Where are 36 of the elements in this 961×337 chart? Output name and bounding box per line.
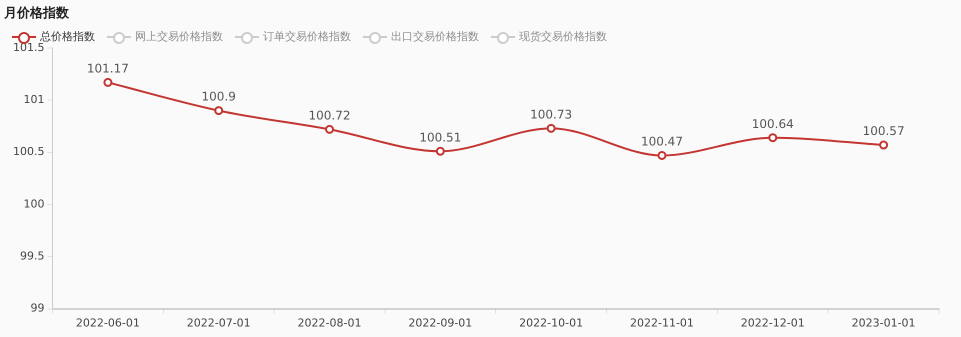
point <box>546 124 556 133</box>
point <box>103 78 112 87</box>
legend-label: 出口交易价格指数 <box>391 29 479 44</box>
y-tick-label: 99 <box>30 302 44 315</box>
x-tick-label: 2022-08-01 <box>298 316 362 330</box>
y-tick-label: 99.5 <box>20 250 44 262</box>
legend-label: 网上交易价格指数 <box>135 29 223 44</box>
point <box>768 133 778 142</box>
point <box>657 150 666 160</box>
data-label: 100.57 <box>862 124 905 138</box>
point <box>879 140 888 150</box>
x-tick-label: 2023-01-01 <box>852 316 916 330</box>
y-tick-label: 101.5 <box>12 40 44 54</box>
point <box>325 124 334 134</box>
legend-label: 总价格指数 <box>40 29 95 43</box>
x-tick-label: 2022-07-01 <box>186 316 251 330</box>
point <box>436 146 445 156</box>
data-label: 100.72 <box>308 108 351 122</box>
data-label: 100.73 <box>530 107 572 122</box>
data-label: 100.47 <box>640 134 683 149</box>
y-tick-label: 101 <box>23 93 44 106</box>
x-tick-label: 2022-09-01 <box>408 316 472 330</box>
x-tick-label: 2022-12-01 <box>740 316 805 330</box>
data-label: 100.51 <box>419 130 462 144</box>
y-tick-label: 100.5 <box>12 145 44 158</box>
point <box>214 106 224 116</box>
y-tick-label: 100 <box>23 197 44 210</box>
chart-title: 月价格指数 <box>4 5 69 22</box>
data-label: 100.64 <box>752 116 794 131</box>
legend-label: 现货交易价格指数 <box>519 29 607 44</box>
legend-label: 订单交易价格指数 <box>263 29 351 44</box>
x-tick-label: 2022-06-01 <box>76 316 140 330</box>
data-label: 101.17 <box>86 62 129 76</box>
x-tick-label: 2022-10-01 <box>519 316 584 330</box>
data-label: 100.9 <box>202 90 236 104</box>
x-tick-label: 2022-11-01 <box>630 316 694 330</box>
